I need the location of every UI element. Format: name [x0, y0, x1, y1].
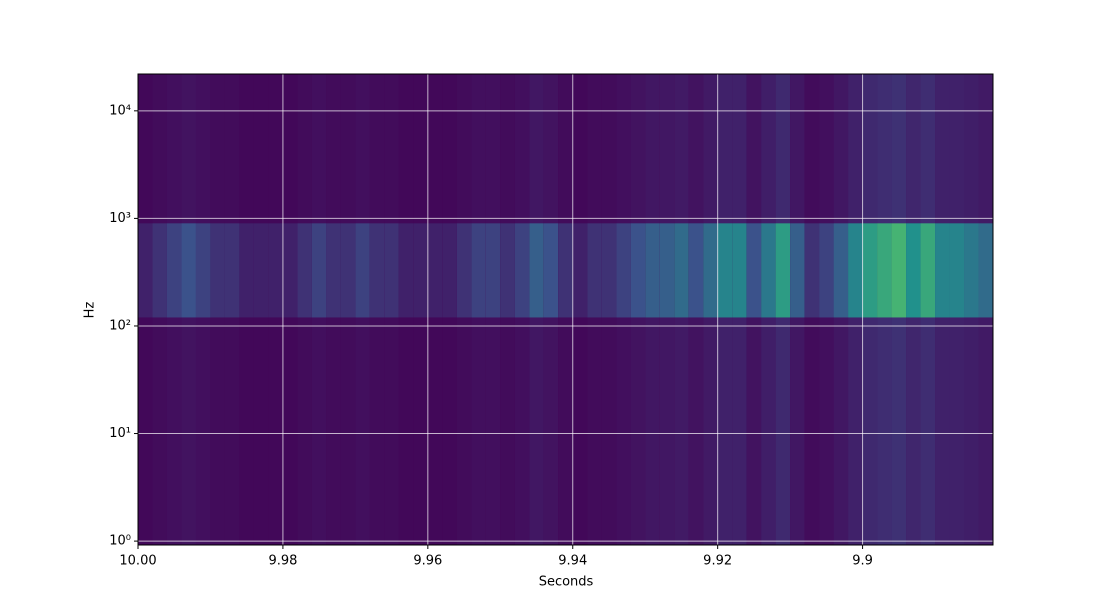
- spectrogram-band: [514, 223, 530, 318]
- spectrogram-band: [761, 223, 776, 318]
- spectrogram-band: [152, 223, 167, 318]
- plot-frame: [137, 73, 994, 546]
- spectrogram-band: [790, 223, 805, 318]
- y-axis-label: Hz: [83, 302, 98, 319]
- spectrogram-band: [891, 223, 907, 318]
- spectrogram-band: [543, 223, 559, 318]
- spectrogram-band: [717, 223, 733, 318]
- spectrogram-band: [833, 223, 849, 318]
- spectrogram-band: [935, 223, 950, 318]
- spectrogram-band: [877, 223, 892, 318]
- spectrogram-band: [311, 223, 327, 318]
- spectrogram-band: [398, 223, 414, 318]
- spectrogram-band: [775, 223, 791, 318]
- spectrogram-band: [138, 223, 153, 318]
- spectrogram-band: [485, 223, 501, 318]
- spectrogram-band: [920, 223, 936, 318]
- x-tick-label: 9.98: [268, 554, 297, 569]
- spectrogram-band: [239, 223, 254, 318]
- spectrogram-band: [326, 223, 341, 318]
- spectrogram-band: [384, 223, 399, 318]
- spectrogram-band: [964, 223, 979, 318]
- spectrogram-band: [674, 223, 689, 318]
- spectrogram-band: [297, 223, 312, 318]
- spectrogram-band: [746, 223, 762, 318]
- spectrogram-band: [949, 223, 965, 318]
- x-axis-label: Seconds: [539, 575, 594, 590]
- y-tick-label: 10⁰: [109, 534, 131, 549]
- spectrogram-band: [630, 223, 646, 318]
- spectrogram-band: [703, 223, 718, 318]
- spectrogram-band: [195, 223, 211, 318]
- x-tick-label: 9.92: [703, 554, 732, 569]
- y-tick-label: 10¹: [109, 426, 131, 441]
- spectrogram-band: [355, 223, 370, 318]
- spectrogram-band: [804, 223, 820, 318]
- spectrogram-band: [442, 223, 457, 318]
- spectrogram-band: [732, 223, 747, 318]
- spectrogram-band: [456, 223, 472, 318]
- spectrogram-band: [471, 223, 486, 318]
- spectrogram-band: [978, 223, 993, 318]
- y-tick-label: 10²: [109, 318, 131, 333]
- spectrogram-band: [848, 223, 863, 318]
- spectrogram-band: [210, 223, 225, 318]
- spectrogram-band: [268, 223, 283, 318]
- spectrogram-band: [413, 223, 428, 318]
- spectrogram-band: [224, 223, 240, 318]
- spectrogram-band: [500, 223, 515, 318]
- spectrogram-band: [587, 223, 602, 318]
- spectrogram-band: [659, 223, 675, 318]
- x-tick-label: 9.9: [852, 554, 873, 569]
- spectrogram-band: [616, 223, 631, 318]
- x-tick-label: 9.96: [413, 554, 442, 569]
- spectrogram-band: [645, 223, 660, 318]
- spectrogram-band: [558, 223, 573, 318]
- spectrogram-band: [819, 223, 834, 318]
- spectrogram-band: [862, 223, 878, 318]
- spectrogram-band: [369, 223, 385, 318]
- spectrogram-band: [340, 223, 356, 318]
- spectrogram-band: [282, 223, 298, 318]
- spectrogram-band: [253, 223, 269, 318]
- y-tick-label: 10⁴: [109, 103, 131, 118]
- spectrogram-band: [572, 223, 588, 318]
- spectrogram-band: [529, 223, 544, 318]
- x-tick-label: 10.00: [119, 554, 156, 569]
- x-tick-label: 9.94: [558, 554, 587, 569]
- spectrogram-band: [688, 223, 704, 318]
- spectrogram-band: [181, 223, 196, 318]
- spectrogram-band: [166, 223, 182, 318]
- y-tick-label: 10³: [109, 211, 131, 226]
- spectrogram-band: [601, 223, 617, 318]
- spectrogram-band: [906, 223, 921, 318]
- spectrogram-band: [427, 223, 443, 318]
